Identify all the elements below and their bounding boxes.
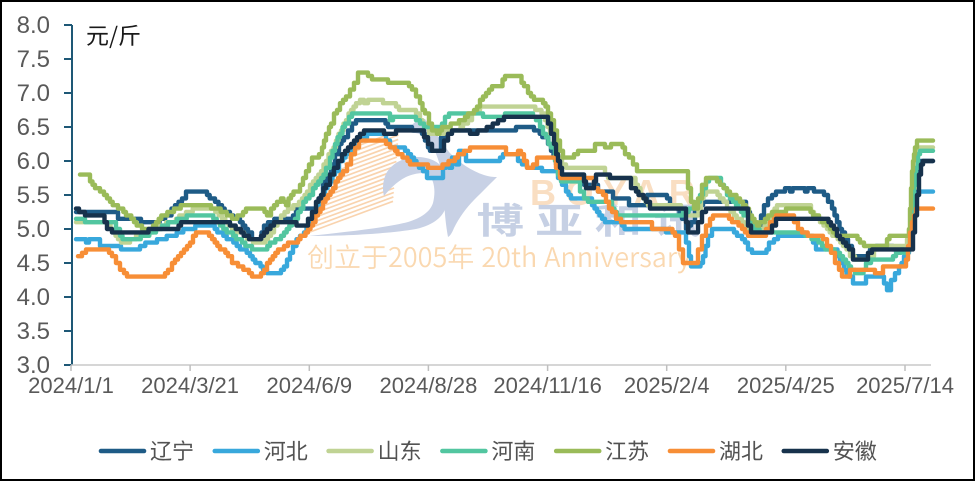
svg-text:2024/8/28: 2024/8/28 [379, 373, 477, 398]
svg-text:2025/4/25: 2025/4/25 [737, 373, 835, 398]
svg-text:8.0: 8.0 [17, 12, 50, 39]
svg-text:2024/11/16: 2024/11/16 [493, 373, 601, 398]
svg-text:3.5: 3.5 [17, 318, 50, 345]
svg-text:2025/2/4: 2025/2/4 [624, 373, 710, 398]
svg-text:7.5: 7.5 [17, 46, 50, 73]
svg-text:5.0: 5.0 [17, 216, 50, 243]
svg-text:3.0: 3.0 [17, 352, 50, 379]
svg-text:5.5: 5.5 [17, 182, 50, 209]
svg-text:7.0: 7.0 [17, 80, 50, 107]
svg-text:2025/7/14: 2025/7/14 [856, 373, 954, 398]
svg-text:6.0: 6.0 [17, 148, 50, 175]
svg-text:6.5: 6.5 [17, 114, 50, 141]
svg-text:4.0: 4.0 [17, 284, 50, 311]
svg-text:2024/6/9: 2024/6/9 [266, 373, 352, 398]
svg-text:4.5: 4.5 [17, 250, 50, 277]
svg-text:2024/3/21: 2024/3/21 [141, 373, 239, 398]
svg-text:2024/1/1: 2024/1/1 [28, 373, 114, 398]
